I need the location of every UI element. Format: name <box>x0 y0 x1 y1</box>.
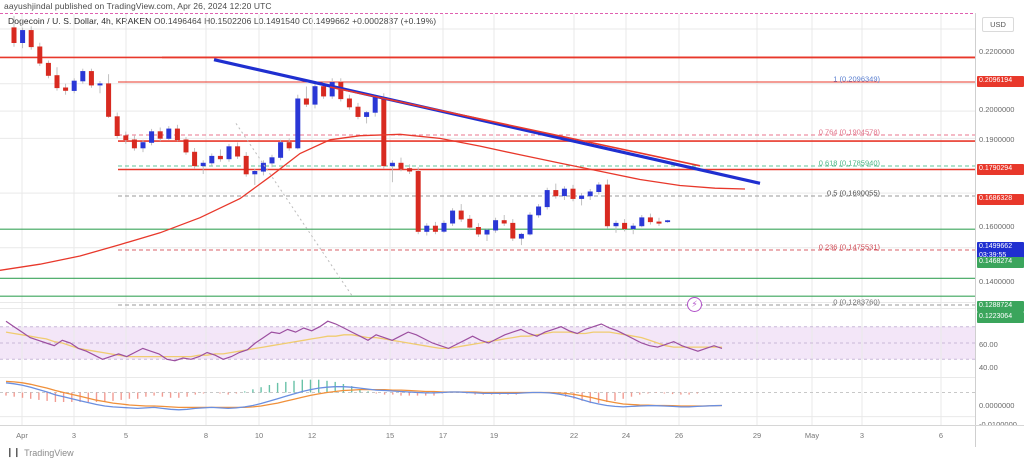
time-tick-label: 26 <box>674 431 684 440</box>
price-axis[interactable]: USD 0.22000000.20000000.19000000.1800000… <box>975 13 1024 429</box>
time-tick-label: 19 <box>489 431 499 440</box>
legend-open: O0.1496464 <box>153 16 202 26</box>
time-tick-label: Apr <box>16 431 28 440</box>
price-tag[interactable]: 0.1223064 <box>977 312 1024 323</box>
time-tick-label: 8 <box>203 431 209 440</box>
axis-tick-label: 0.1900000 <box>979 135 1015 144</box>
currency-badge[interactable]: USD <box>982 17 1014 32</box>
time-tick-label: 5 <box>123 431 129 440</box>
fib-level-label: 0.764 (0.1904578) <box>818 127 880 137</box>
time-tick-label: 22 <box>569 431 579 440</box>
fib-level-label: 0.5 (0.1690055) <box>827 188 880 198</box>
legend-close: C0.1499662 <box>302 16 350 26</box>
time-axis[interactable]: Apr 3 5 8 10 12 15 17 19 22 24 26 29 May 3 6 <box>0 425 1024 447</box>
time-tick-label: 3 <box>71 431 77 440</box>
fib-level-label: 1 (0.2096349) <box>833 74 880 84</box>
macd-pane[interactable] <box>0 378 975 425</box>
price-tag[interactable]: 0.2096194 <box>977 76 1024 87</box>
rsi-pane[interactable] <box>0 309 975 377</box>
axis-tick-label: 0.1600000 <box>979 222 1015 231</box>
price-tag[interactable]: 0.1288724 <box>977 301 1024 312</box>
attribution-text: aayushjindal published on TradingView.co… <box>4 1 272 11</box>
axis-tick-label: 60.00 <box>979 340 998 349</box>
tradingview-logo-icon: ❙❙ <box>6 447 21 457</box>
price-tag[interactable]: 0.1499662 03:39:55 <box>977 242 1024 261</box>
time-tick-label: 6 <box>938 431 944 440</box>
price-tag[interactable]: 0.1790294 <box>977 164 1024 175</box>
time-tick-label: 10 <box>254 431 264 440</box>
time-tick-label: 29 <box>752 431 762 440</box>
price-tag[interactable]: 0.1686328 <box>977 194 1024 205</box>
fib-level-label: 0.618 (0.1785940) <box>818 158 880 168</box>
legend-change: +0.0002837 (+0.19%) <box>352 16 437 26</box>
time-tick-label: 3 <box>859 431 865 440</box>
axis-corner-divider <box>975 426 976 447</box>
axis-tick-label: -0.0100000 <box>979 420 1017 429</box>
time-tick-label: 12 <box>307 431 317 440</box>
macd-plot <box>0 378 975 425</box>
axis-tick-label: 0.2000000 <box>979 105 1015 114</box>
legend-high: H0.1502206 <box>204 16 252 26</box>
fib-level-label: 0 (0.1283760) <box>833 297 880 307</box>
rsi-plot <box>0 309 975 377</box>
chart-legend: Dogecoin / U. S. Dollar, 4h, KRAKEN O0.1… <box>8 16 436 26</box>
price-tag[interactable]: 0.1468274 <box>977 257 1024 268</box>
pane-divider-1 <box>0 308 975 309</box>
axis-tick-label: 40.00 <box>979 363 998 372</box>
price-plot <box>0 14 975 308</box>
time-tick-label: 15 <box>385 431 395 440</box>
fib-level-label: 0.236 (0.1475531) <box>818 242 880 252</box>
legend-low: L0.1491540 <box>253 16 300 26</box>
legend-symbol[interactable]: Dogecoin / U. S. Dollar, 4h, KRAKEN <box>8 16 152 26</box>
axis-tick-label: 0.2200000 <box>979 47 1015 56</box>
time-tick-label: 24 <box>621 431 631 440</box>
price-pane[interactable]: 1 (0.2096349) 0.764 (0.1904578) 0.618 (0.1… <box>0 14 975 308</box>
axis-tick-label: 0.1400000 <box>979 277 1015 286</box>
lightning-bolt-icon[interactable]: ⚡ <box>687 297 702 312</box>
time-tick-label: 17 <box>438 431 448 440</box>
axis-tick-label: 0.0000000 <box>979 401 1015 410</box>
tradingview-brand-label: TradingView <box>24 447 74 458</box>
tradingview-footer: ❙❙ TradingView <box>6 447 74 458</box>
countdown-label: 03:39:55 <box>979 251 1007 259</box>
time-tick-label: May <box>804 431 820 440</box>
pane-divider-2 <box>0 377 975 378</box>
